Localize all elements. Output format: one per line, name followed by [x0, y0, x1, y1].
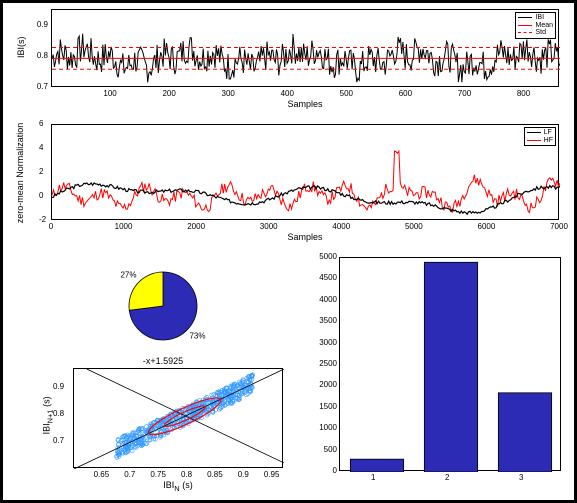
- legend-lfhf: LF HF: [524, 127, 556, 146]
- plot-ibi: [52, 10, 560, 88]
- plot-bar: [340, 258, 562, 472]
- axes-lfhf: LF HF: [51, 124, 559, 220]
- panel-scatter: -x+1.5925 IBIN+1 (s) IBIN (s) 0.650.70.7…: [33, 358, 293, 493]
- panel-bar: 123 050010001500200025003000350040004500…: [303, 253, 568, 493]
- legend-ibi: IBI Mean Std: [515, 12, 556, 39]
- axes-bar: [339, 257, 561, 471]
- legend-hf-label: HF: [544, 137, 553, 145]
- panel-pie: 73% 27%: [93, 258, 233, 353]
- ylabel-ibi: IBI(s): [16, 38, 26, 58]
- xlabel-scatter: IBIN (s): [73, 480, 283, 493]
- axes-scatter: [73, 368, 283, 468]
- figure-frame: IBI Mean Std IBI(s) Samples 100200300400…: [0, 0, 577, 503]
- xlabel-ibi: Samples: [51, 99, 559, 109]
- svg-text:73%: 73%: [189, 332, 205, 341]
- svg-text:27%: 27%: [120, 271, 136, 280]
- legend-mean-label: Mean: [535, 22, 553, 30]
- ylabel-lfhf: zero-mean Normalization: [15, 118, 25, 228]
- pie-chart: 73% 27%: [93, 258, 233, 353]
- plot-lfhf: [52, 125, 560, 221]
- xlabel-lfhf: Samples: [51, 232, 559, 242]
- panel-lfhf: LF HF zero-mean Normalization Samples 01…: [3, 118, 574, 248]
- panel-ibi: IBI Mean Std IBI(s) Samples 100200300400…: [3, 3, 574, 113]
- plot-scatter: [74, 369, 284, 469]
- axes-ibi: IBI Mean Std: [51, 9, 559, 87]
- legend-std-label: Std: [535, 29, 546, 37]
- legend-lf-label: LF: [544, 129, 552, 137]
- scatter-title: -x+1.5925: [33, 356, 293, 366]
- legend-ibi-label: IBI: [535, 14, 544, 22]
